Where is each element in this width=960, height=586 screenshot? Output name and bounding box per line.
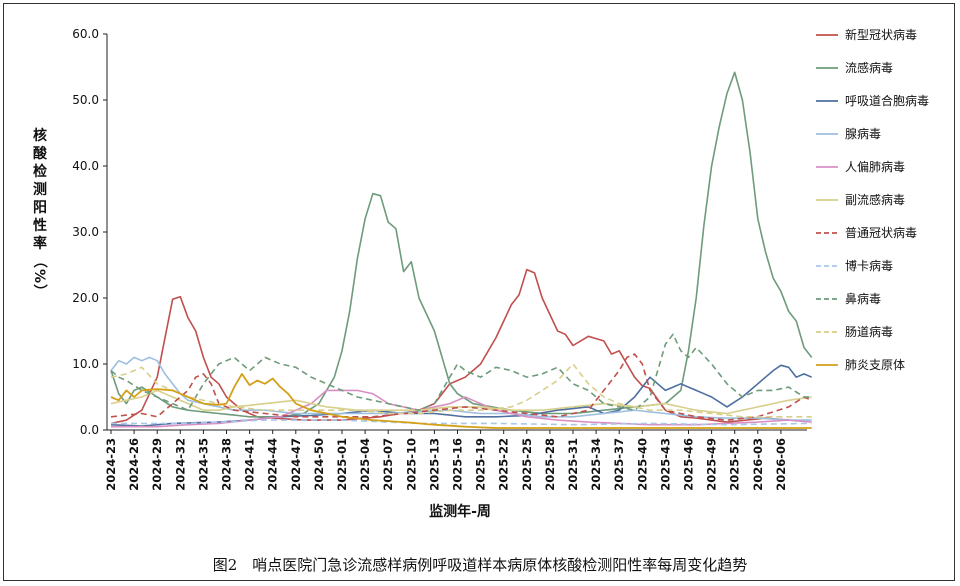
x-tick-label: 2025-46 xyxy=(682,438,696,491)
x-tick-label: 2025-16 xyxy=(451,438,465,491)
x-tick-label: 2025-28 xyxy=(543,438,557,491)
legend-label: 流感病毒 xyxy=(845,60,893,75)
y-tick-label: 50.0 xyxy=(72,93,99,107)
x-tick-label: 2024-35 xyxy=(196,438,210,491)
x-tick-label: 2025-37 xyxy=(612,438,626,491)
y-tick-label: 0.0 xyxy=(80,423,99,437)
x-tick-label: 2025-34 xyxy=(589,438,603,491)
legend-label: 鼻病毒 xyxy=(845,291,881,306)
x-tick-label: 2025-40 xyxy=(635,438,649,491)
x-tick-label: 2025-19 xyxy=(474,438,488,491)
series-line-0 xyxy=(110,268,789,425)
legend-label: 普通冠状病毒 xyxy=(845,225,917,240)
legend-label: 肠道病毒 xyxy=(845,324,893,339)
x-tick-label: 2024-44 xyxy=(266,438,280,491)
y-axis-label-char: % xyxy=(31,269,47,283)
x-tick-label: 2025-10 xyxy=(404,438,418,491)
x-tick-label: 2024-26 xyxy=(127,438,141,491)
x-tick-label: 2025-13 xyxy=(427,438,441,491)
legend: 新型冠状病毒流感病毒呼吸道合胞病毒腺病毒人偏肺病毒副流感病毒普通冠状病毒博卡病毒… xyxy=(816,27,929,372)
legend-label: 腺病毒 xyxy=(845,126,881,141)
y-axis-label-char: ） xyxy=(31,284,47,298)
x-tick-label: 2024-32 xyxy=(173,438,187,491)
x-tick-label: 2024-29 xyxy=(150,438,164,491)
y-axis-label-char: 核 xyxy=(33,127,47,144)
legend-label: 呼吸道合胞病毒 xyxy=(845,93,929,108)
series-line-10 xyxy=(110,372,812,429)
y-tick-label: 40.0 xyxy=(72,159,99,173)
y-axis-label: 核酸检测阳性率 （%） xyxy=(31,127,48,298)
series-line-1 xyxy=(110,71,813,418)
series-line-7 xyxy=(111,419,812,426)
x-tick-label: 2025-49 xyxy=(705,438,719,491)
y-axis-label-char: （ xyxy=(31,254,47,268)
figure-frame xyxy=(3,3,955,581)
y-tick-label: 30.0 xyxy=(72,225,99,239)
series-line-6 xyxy=(110,353,813,421)
x-tick-label: 2025-25 xyxy=(520,438,534,491)
x-tick-label: 2025-43 xyxy=(658,438,672,491)
y-tick-label: 60.0 xyxy=(72,27,99,41)
y-axis-label-char: 率 xyxy=(33,235,47,252)
y-axis-label-char: 阳 xyxy=(33,200,47,216)
x-tick-label: 2025-04 xyxy=(358,438,372,491)
legend-label: 新型冠状病毒 xyxy=(845,27,917,42)
x-tick-label: 2025-07 xyxy=(381,438,395,491)
legend-label: 副流感病毒 xyxy=(845,192,905,207)
line-chart: 0.010.020.030.040.050.060.0 2024-23 2024-… xyxy=(31,27,929,520)
x-tick-label: 2025-31 xyxy=(566,438,580,491)
x-tick-label: 2025-52 xyxy=(728,438,742,491)
x-tick-label: 2024-41 xyxy=(243,438,257,491)
y-axis-label-char: 性 xyxy=(33,217,47,234)
x-tick-label: 2025-01 xyxy=(335,438,349,491)
series-line-9 xyxy=(110,363,812,418)
x-tick-label: 2024-50 xyxy=(312,438,326,491)
x-axis: 2024-23 2024-26 2024-29 2024-32 2024-35 2024-… xyxy=(104,429,807,491)
series-line-2 xyxy=(110,364,813,427)
legend-label: 肺炎支原体 xyxy=(845,358,905,372)
y-tick-label: 10.0 xyxy=(72,357,99,371)
x-tick-label: 2025-22 xyxy=(497,438,511,491)
legend-label: 人偏肺病毒 xyxy=(845,159,905,174)
y-axis-label-char: 酸 xyxy=(33,145,48,162)
figure-caption: 图2 哨点医院门急诊流感样病例呼吸道样本病原体核酸检测阳性率每周变化趋势 xyxy=(212,556,748,574)
x-tick-label: 2024-38 xyxy=(220,438,234,491)
series-line-8 xyxy=(110,333,812,412)
x-tick-label: 2026-06 xyxy=(774,438,788,491)
x-tick-label: 2024-23 xyxy=(104,438,118,491)
x-tick-label: 2026-03 xyxy=(751,438,765,491)
y-axis-label-char: 测 xyxy=(33,181,47,198)
y-axis-label-char: 检 xyxy=(33,163,47,180)
y-axis: 0.0 10.0 20.0 30.0 40.0 50.0 60.0 xyxy=(72,27,108,437)
legend-label: 博卡病毒 xyxy=(845,258,893,273)
series-group xyxy=(110,71,813,429)
x-axis-label: 监测年-周 xyxy=(429,503,491,520)
y-tick-label: 20.0 xyxy=(72,291,99,305)
x-tick-label: 2024-47 xyxy=(289,438,303,491)
